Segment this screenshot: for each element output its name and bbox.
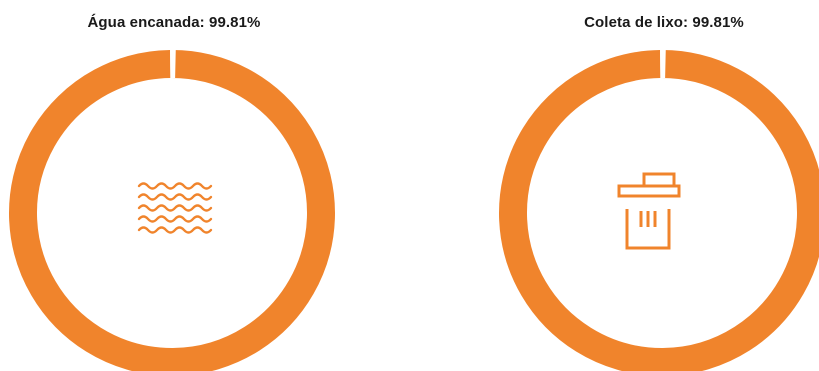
chart-title: Água encanada: 99.81% [87,14,261,31]
donut-slices [499,50,819,371]
donut-chart [499,50,819,371]
trash-can-icon [617,172,681,250]
donut-slice-main [499,50,819,371]
donut-slice-main [9,50,335,371]
water-waves-icon [137,182,213,234]
chart-panel-garbage: Coleta de lixo: 99.81% [494,0,819,371]
chart-title: Coleta de lixo: 99.81% [584,14,744,31]
donut-slices [9,50,335,371]
chart-panel-water: Água encanada: 99.81% [4,0,344,371]
donut-chart [9,50,335,371]
